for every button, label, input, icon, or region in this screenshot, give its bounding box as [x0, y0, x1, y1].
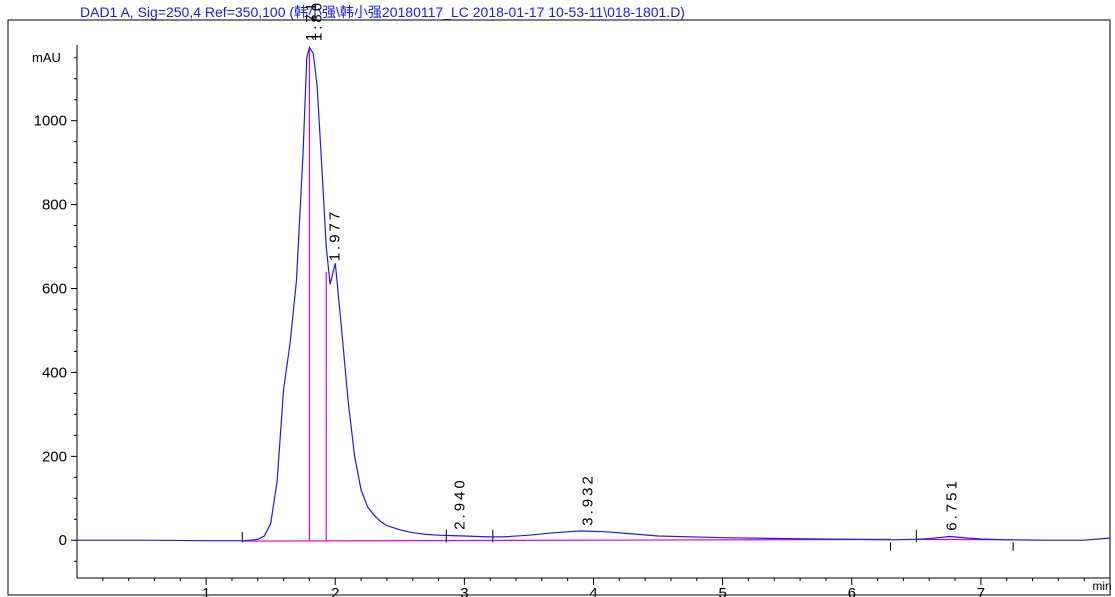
y-tick-label: 600 [42, 281, 67, 298]
y-tick-label: 800 [42, 197, 67, 214]
peak-label: 3.932 [580, 473, 597, 526]
peak-label: 6.751 [944, 478, 961, 531]
x-tick-label: 1 [202, 585, 210, 597]
x-tick-label: 7 [977, 585, 985, 597]
y-axis-label: mAU [32, 50, 61, 65]
x-axis-label: min [1092, 579, 1111, 593]
x-tick-label: 6 [848, 585, 856, 597]
chart-title: DAD1 A, Sig=250,4 Ref=350,100 (韩小强\韩小强20… [80, 4, 685, 20]
signal-trace [77, 45, 1111, 542]
y-tick-label: 1000 [34, 113, 67, 130]
x-tick-label: 2 [331, 585, 339, 597]
plot-frame [7, 19, 1111, 596]
y-tick-label: 400 [42, 364, 67, 381]
peak-label: 1.719 [303, 0, 320, 41]
peak-label: 1.977 [326, 209, 343, 262]
x-tick-label: 4 [589, 585, 597, 597]
x-tick-label: 5 [718, 585, 726, 597]
integration-baseline [242, 538, 891, 542]
x-tick-label: 3 [460, 585, 468, 597]
y-tick-label: 0 [59, 532, 67, 549]
y-tick-label: 200 [42, 448, 67, 465]
peak-label: 1.804 [308, 0, 325, 41]
peak-label: 2.940 [452, 477, 469, 530]
